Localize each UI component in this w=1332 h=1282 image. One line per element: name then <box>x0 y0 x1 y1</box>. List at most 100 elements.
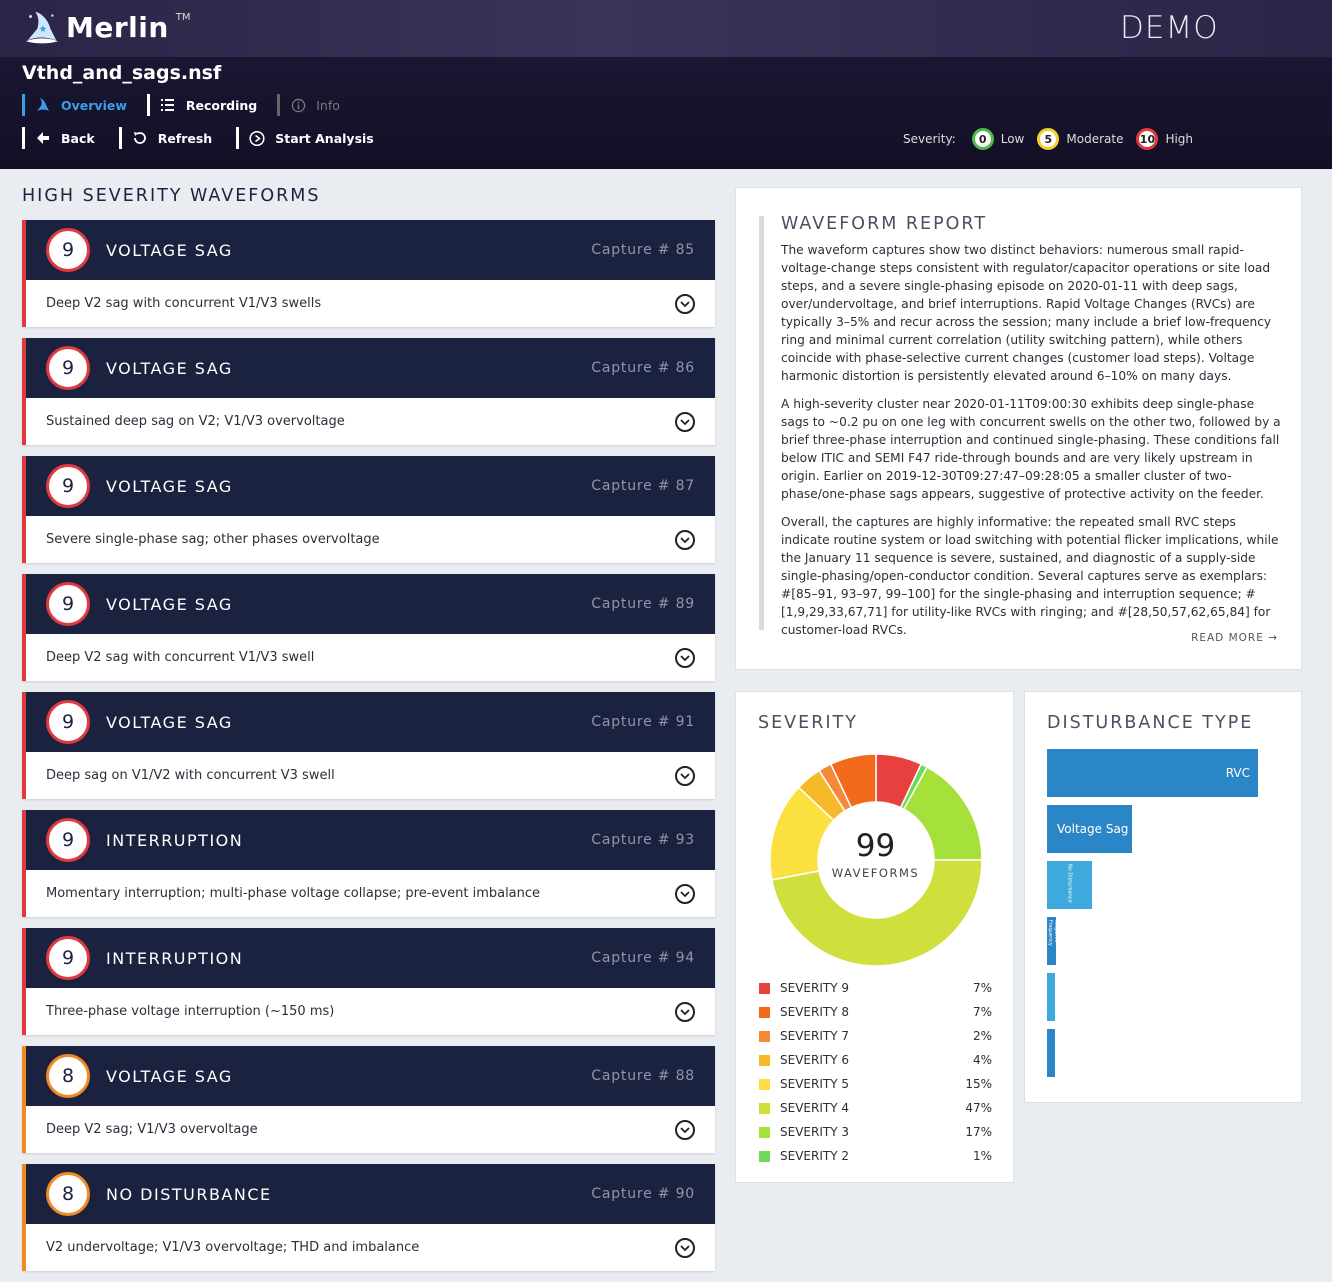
waveform-card[interactable]: 9 VOLTAGE SAG Capture # 87 Severe single-ph… <box>22 456 715 563</box>
waveform-card-header[interactable]: 8 NO DISTURBANCE Capture # 90 <box>26 1164 715 1224</box>
waveform-card-body: Sustained deep sag on V2; V1/V3 overvolt… <box>26 398 715 445</box>
chevron-down-icon[interactable] <box>675 529 695 550</box>
severity-legend-label: Severity: <box>903 132 956 146</box>
waveform-card-header[interactable]: 9 VOLTAGE SAG Capture # 91 <box>26 692 715 752</box>
disturbance-bar[interactable]: Voltage Sag <box>1047 805 1132 853</box>
legend-label: SEVERITY 6 <box>780 1053 849 1067</box>
waveform-card[interactable]: 9 VOLTAGE SAG Capture # 91 Deep sag on V1/V… <box>22 692 715 799</box>
waveform-card[interactable]: 9 VOLTAGE SAG Capture # 86 Sustained deep s… <box>22 338 715 445</box>
chevron-down-icon[interactable] <box>675 1237 695 1258</box>
waveform-card-header[interactable]: 8 VOLTAGE SAG Capture # 88 <box>26 1046 715 1106</box>
severity-legend-row[interactable]: SEVERITY 2 1% <box>759 1144 992 1168</box>
legend-value: 4% <box>972 1053 992 1067</box>
legend-swatch <box>759 982 770 994</box>
legend-swatch <box>759 1126 770 1138</box>
waveform-card-header[interactable]: 9 INTERRUPTION Capture # 94 <box>26 928 715 988</box>
refresh-button-label: Refresh <box>157 130 213 146</box>
back-button[interactable]: Back <box>22 127 105 149</box>
disturbance-bar[interactable]: RVC <box>1047 749 1258 797</box>
waveform-description: Momentary interruption; multi-phase volt… <box>46 886 541 901</box>
disturbance-type-label: VOLTAGE SAG <box>106 240 233 260</box>
waveform-card[interactable]: 8 NO DISTURBANCE Capture # 90 V2 undervolta… <box>22 1164 715 1271</box>
severity-donut-chart <box>769 753 983 967</box>
severity-badge: 8 <box>46 1054 90 1098</box>
waveform-card-body: Severe single-phase sag; other phases ov… <box>26 516 715 563</box>
waveform-card-header[interactable]: 9 INTERRUPTION Capture # 93 <box>26 810 715 870</box>
capture-number: Capture # 87 <box>591 478 695 494</box>
report-body: The waveform captures show two distinct … <box>781 241 1281 649</box>
severity-badge: 9 <box>46 936 90 980</box>
waveform-card-header[interactable]: 9 VOLTAGE SAG Capture # 87 <box>26 456 715 516</box>
waveform-card-body: V2 undervoltage; V1/V3 overvoltage; THD … <box>26 1224 715 1271</box>
donut-slice-severity-4[interactable] <box>770 859 983 967</box>
waveform-list: 9 VOLTAGE SAG Capture # 85 Deep V2 sag with… <box>22 220 715 1282</box>
severity-legend-row[interactable]: SEVERITY 7 2% <box>759 1024 992 1048</box>
donut-slice-severity-8[interactable] <box>829 753 877 809</box>
severity-low-badge: 0 <box>971 128 994 150</box>
report-paragraph: The waveform captures show two distinct … <box>781 243 1272 383</box>
waveform-card[interactable]: 9 VOLTAGE SAG Capture # 85 Deep V2 sag with… <box>22 220 715 327</box>
disturbance-bar[interactable] <box>1047 973 1055 1021</box>
waveform-description: Severe single-phase sag; other phases ov… <box>46 532 380 547</box>
tab-info[interactable]: Info <box>277 94 350 116</box>
chevron-down-icon[interactable] <box>675 293 695 314</box>
disturbance-bar[interactable] <box>1047 1029 1055 1077</box>
severity-high-label: High <box>1165 132 1194 146</box>
legend-value: 7% <box>972 981 992 995</box>
waveform-card[interactable]: 9 VOLTAGE SAG Capture # 89 Deep V2 sag with… <box>22 574 715 681</box>
waveform-card-header[interactable]: 9 VOLTAGE SAG Capture # 89 <box>26 574 715 634</box>
disturbance-panel-title: DISTURBANCE TYPE <box>1047 713 1254 733</box>
capture-number: Capture # 88 <box>591 1068 695 1084</box>
chevron-down-icon[interactable] <box>675 1119 695 1140</box>
legend-value: 15% <box>965 1077 992 1091</box>
chevron-down-icon[interactable] <box>675 883 695 904</box>
disturbance-type-label: VOLTAGE SAG <box>106 476 233 496</box>
chevron-down-icon[interactable] <box>675 411 695 432</box>
legend-label: SEVERITY 7 <box>780 1029 849 1043</box>
capture-number: Capture # 86 <box>591 360 695 376</box>
action-bar: Back Refresh Start Analysis <box>22 127 398 149</box>
chevron-down-icon[interactable] <box>675 765 695 786</box>
severity-legend-row[interactable]: SEVERITY 4 47% <box>759 1096 992 1120</box>
report-accent-bar <box>759 216 764 630</box>
start-analysis-button[interactable]: Start Analysis <box>236 127 384 149</box>
disturbance-type-panel: DISTURBANCE TYPE RVC Voltage Sag No Distur… <box>1024 691 1302 1103</box>
disturbance-bar[interactable]: No Disturbance <box>1047 861 1092 909</box>
severity-legend-row[interactable]: SEVERITY 3 17% <box>759 1120 992 1144</box>
waveform-card-body: Deep V2 sag with concurrent V1/V3 swell <box>26 634 715 681</box>
waveform-card[interactable]: 9 INTERRUPTION Capture # 93 Momentary inter… <box>22 810 715 917</box>
tab-overview[interactable]: Overview <box>22 94 137 116</box>
waveform-card[interactable]: 9 INTERRUPTION Capture # 94 Three-phase vol… <box>22 928 715 1035</box>
disturbance-bar[interactable]: Negative Frequency <box>1047 917 1059 965</box>
play-circle-icon <box>249 130 265 146</box>
waveform-card[interactable]: 8 VOLTAGE SAG Capture # 88 Deep V2 sag; V1/… <box>22 1046 715 1153</box>
severity-legend-row[interactable]: SEVERITY 6 4% <box>759 1048 992 1072</box>
severity-panel: SEVERITY 99 WAVEFORMS SEVERITY 9 7% SEVERI… <box>735 691 1014 1183</box>
severity-legend-row[interactable]: SEVERITY 9 7% <box>759 976 992 1000</box>
refresh-button[interactable]: Refresh <box>118 127 223 149</box>
report-title: WAVEFORM REPORT <box>781 214 988 234</box>
legend-value: 7% <box>972 1005 992 1019</box>
severity-badge: 9 <box>46 582 90 626</box>
demo-label: DEMO <box>1120 10 1219 46</box>
refresh-icon <box>132 130 148 146</box>
merlin-logo[interactable]: Merlin TM <box>22 8 191 46</box>
chevron-down-icon[interactable] <box>675 1001 695 1022</box>
disturbance-type-label: VOLTAGE SAG <box>106 1066 233 1086</box>
severity-badge: 8 <box>46 1172 90 1216</box>
waveform-card-body: Three-phase voltage interruption (~150 m… <box>26 988 715 1035</box>
legend-swatch <box>759 1054 770 1066</box>
waveform-card-header[interactable]: 9 VOLTAGE SAG Capture # 85 <box>26 220 715 280</box>
legend-swatch <box>759 1006 770 1018</box>
waveform-card-body: Deep V2 sag; V1/V3 overvoltage <box>26 1106 715 1153</box>
waveform-card-body: Momentary interruption; multi-phase volt… <box>26 870 715 917</box>
disturbance-bar-label: No Disturbance <box>1066 864 1073 903</box>
read-more-link[interactable]: READ MORE → <box>1191 632 1278 644</box>
chevron-down-icon[interactable] <box>675 647 695 668</box>
waveform-card-header[interactable]: 9 VOLTAGE SAG Capture # 86 <box>26 338 715 398</box>
severity-legend-row[interactable]: SEVERITY 5 15% <box>759 1072 992 1096</box>
tab-recording[interactable]: Recording <box>146 94 267 116</box>
severity-panel-title: SEVERITY <box>758 713 858 733</box>
severity-legend-row[interactable]: SEVERITY 8 7% <box>759 1000 992 1024</box>
waveform-description: Deep V2 sag with concurrent V1/V3 swells <box>46 296 322 311</box>
